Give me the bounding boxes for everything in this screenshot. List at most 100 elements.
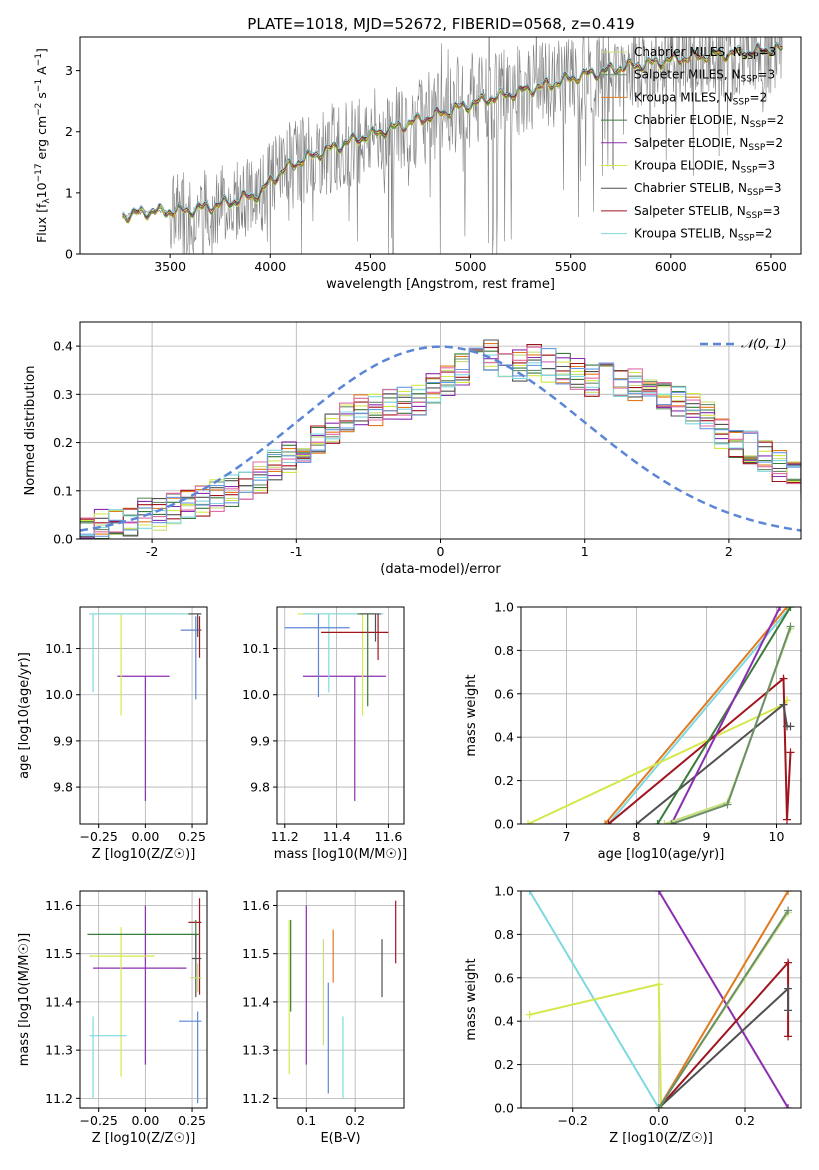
weight-marker (524, 820, 532, 824)
histogram-step-line (80, 351, 801, 536)
weight-line (657, 891, 789, 1108)
y-tick-label: 10.0 (45, 687, 73, 702)
x-axis-label: mass [log10(M/M☉)] (274, 847, 407, 862)
histogram-step-line (80, 346, 801, 533)
x-tick-label: 6500 (755, 259, 787, 274)
y-tick-label: 10.0 (242, 687, 270, 702)
x-axis-label: wavelength [Angstrom, rest frame] (326, 277, 555, 292)
histogram-step-line (80, 349, 801, 530)
plot-area (80, 339, 801, 539)
y-tick-label: 11.3 (242, 1043, 270, 1058)
weight-marker (784, 906, 793, 915)
legend-label: Salpeter MILES, NSSP=3 (634, 68, 775, 85)
y-axis-label: mass [log10(M/M☉)] (17, 933, 32, 1066)
x-axis-label: E(B-V) (320, 1131, 360, 1146)
y-tick-label: 11.4 (45, 994, 73, 1009)
x-tick-label: −0.2 (558, 1113, 588, 1128)
legend-label: Kroupa MILES, NSSP=2 (634, 90, 767, 107)
y-tick-label: 0.4 (494, 1014, 514, 1029)
x-tick-label: −0.25 (80, 1113, 118, 1128)
weight-marker (660, 820, 669, 824)
histogram-step-line (80, 344, 801, 524)
y-axis-label: mass weight (464, 674, 479, 756)
x-tick-label: -1 (290, 544, 302, 559)
x-tick-label: 3500 (154, 259, 186, 274)
panel-age_vs_Z: −0.25 0.00 0.25 9.8 9.9 10.0 10.1 Z [log10(Z/Z☉… (17, 606, 208, 862)
legend-label: Salpeter ELODIE, NSSP=2 (634, 136, 783, 153)
y-tick-label: 11.4 (242, 994, 270, 1009)
x-tick-label: 0.25 (178, 829, 206, 844)
weight-marker (654, 891, 663, 895)
legend-label: Chabrier ELODIE, NSSP=2 (634, 113, 784, 130)
weight-marker (654, 1104, 663, 1108)
x-axis-label: Z [log10(Z/Z☉)] (92, 1131, 196, 1146)
panel-weight_vs_age: 7 8 9 10 0.0 0.2 0.4 0.6 0.8 1.0 age [log10(age/yr… (464, 600, 802, 862)
x-axis-label: Z [log10(Z/Z☉)] (92, 847, 196, 862)
y-axis-label: Flux [fλ10−17 erg cm−2 s−1 A−1] (34, 48, 52, 243)
weight-marker (784, 958, 793, 967)
weight-marker (784, 1006, 793, 1015)
x-tick-label: 0.2 (735, 1113, 755, 1128)
plot-area (87, 898, 202, 1104)
weight-marker (654, 980, 663, 989)
weight-marker (525, 1010, 534, 1019)
y-tick-label: 11.2 (45, 1091, 73, 1106)
weight-marker (784, 984, 793, 993)
plot-area (288, 900, 397, 1099)
x-tick-label: 2 (725, 544, 733, 559)
y-tick-label: 0.0 (494, 1101, 514, 1116)
model-kroupa_stelib-line (122, 41, 783, 220)
weight-marker (779, 700, 788, 709)
weight-line (670, 607, 781, 824)
x-tick-label: 4500 (354, 259, 386, 274)
weight-marker (786, 622, 795, 631)
axes-frame (79, 606, 208, 825)
x-tick-label: −0.25 (80, 829, 118, 844)
axes-frame (520, 890, 802, 1109)
y-tick-label: 0.8 (494, 643, 514, 658)
x-tick-label: 11.2 (271, 829, 299, 844)
y-tick-label: 1.0 (494, 884, 514, 899)
y-axis-label: mass weight (464, 958, 479, 1040)
y-tick-label: 11.3 (45, 1043, 73, 1058)
panel-age_vs_mass: 11.2 11.4 11.6 9.8 9.9 10.0 10.1 mass [log10(M/… (242, 606, 407, 862)
y-tick-label: 11.2 (242, 1091, 270, 1106)
axes-frame (79, 36, 802, 255)
y-tick-label: 9.8 (53, 780, 73, 795)
histogram-step-line (80, 347, 801, 537)
x-tick-label: 11.4 (323, 829, 351, 844)
y-tick-label: 0.6 (494, 970, 514, 985)
y-tick-label: 0.1 (53, 483, 73, 498)
weight-marker (776, 607, 784, 611)
x-axis-label: (data-model)/error (380, 562, 501, 577)
x-tick-label: 0.00 (131, 829, 159, 844)
y-tick-label: 0.4 (494, 730, 514, 745)
y-axis-label: age [log10(age/yr)] (17, 652, 32, 779)
legend-label: Chabrier MILES, NSSP=3 (634, 45, 776, 62)
x-tick-label: 5000 (455, 259, 487, 274)
weight-line (657, 909, 789, 1108)
legend-label: Salpeter STELIB, NSSP=3 (634, 204, 780, 221)
legend-label: Kroupa STELIB, NSSP=2 (634, 227, 772, 244)
y-tick-label: 1.0 (494, 600, 514, 615)
weight-marker (784, 1032, 793, 1041)
x-tick-label: 0.2 (345, 1113, 365, 1128)
y-tick-label: 3 (65, 63, 73, 78)
y-tick-label: 10.1 (242, 641, 270, 656)
weight-marker (786, 722, 795, 731)
weight-line (604, 607, 788, 824)
axes-frame (276, 890, 405, 1109)
weight-marker (784, 1104, 793, 1108)
panel-residuals: -2 -1 0 1 2 0.0 0.1 0.2 0.3 0.4 𝒩(0, 1) (data-model… (23, 321, 802, 577)
weight-marker (667, 820, 676, 824)
legend-label: Kroupa ELODIE, NSSP=3 (634, 159, 775, 176)
weight-marker (786, 748, 795, 757)
plot-area (122, 37, 784, 254)
y-tick-label: 0 (65, 247, 73, 262)
weight-marker (723, 800, 732, 809)
x-tick-label: 0.1 (296, 1113, 316, 1128)
plot-area (525, 891, 793, 1108)
panel-spectrum: 3500 4000 4500 5000 5500 6000 6500 0 1 2 3 Chabrier… (34, 36, 802, 292)
axes-frame (520, 606, 802, 825)
x-tick-label: 0 (437, 544, 445, 559)
